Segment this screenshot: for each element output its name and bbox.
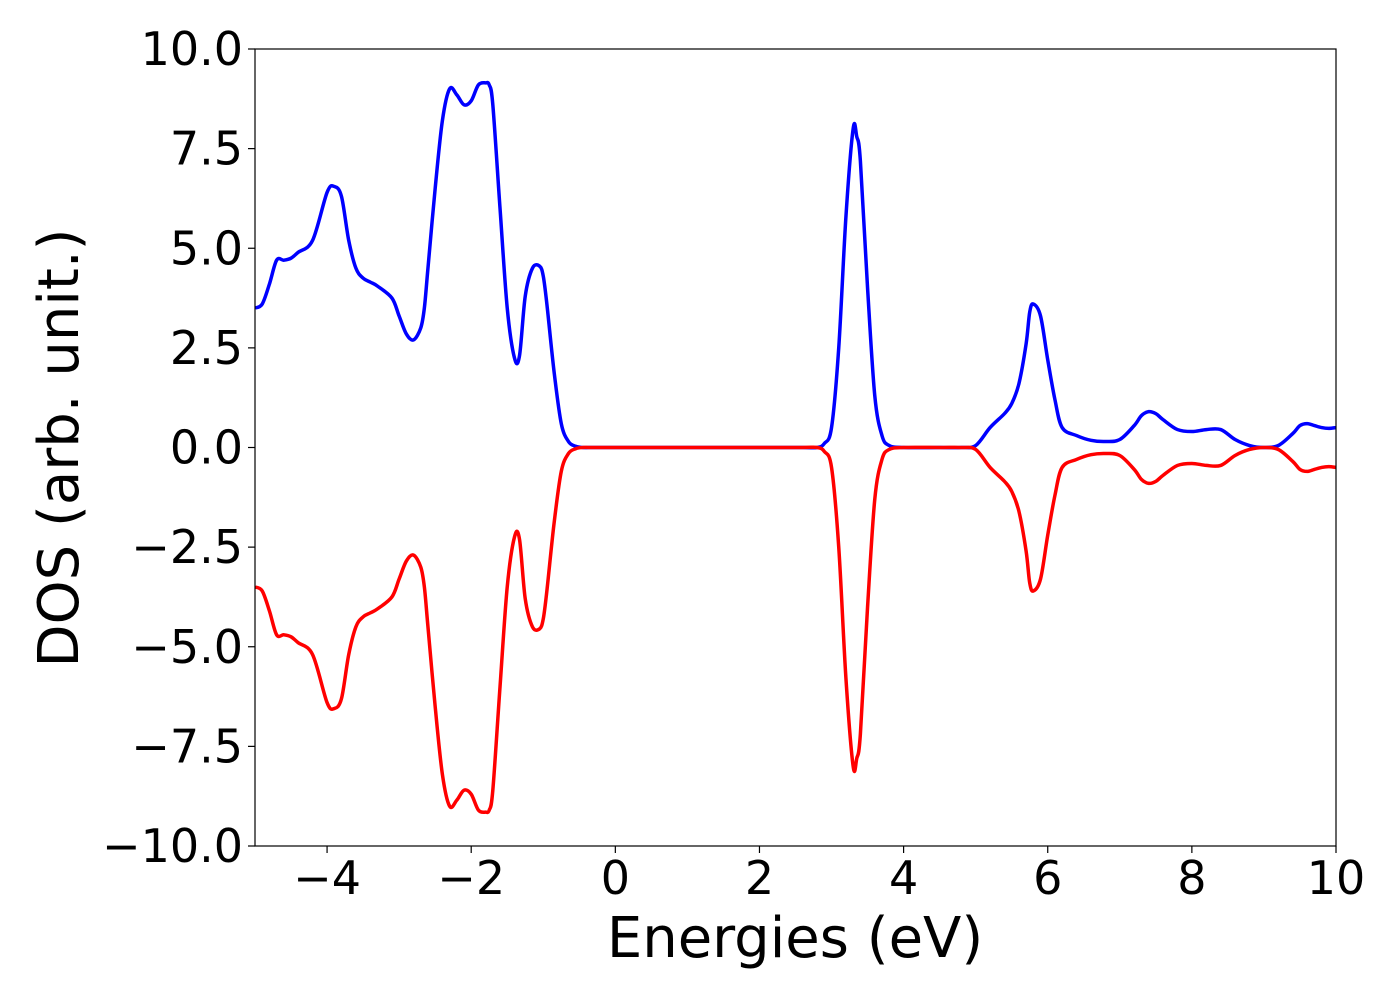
series-line-2: [255, 445, 1336, 815]
y-tick-label: 5.0: [170, 221, 243, 275]
x-tick-label: −2: [437, 851, 505, 905]
x-axis-title: Energies (eV): [607, 906, 983, 971]
y-tick-label: 2.5: [170, 321, 243, 375]
series-layer: [255, 80, 1336, 815]
x-tick-label: 8: [1177, 851, 1206, 905]
y-tick-label: −7.5: [131, 719, 243, 773]
x-tick-label: 6: [1033, 851, 1062, 905]
x-tick-label: −4: [293, 851, 361, 905]
y-tick-label: 0.0: [170, 421, 243, 475]
y-axis-title: DOS (arb. unit.): [27, 228, 92, 667]
x-tick-label: 4: [889, 851, 918, 905]
x-tick-label: 10: [1307, 851, 1366, 905]
x-axis: −4 −2 0 2 4 6 8 10: [293, 846, 1365, 905]
y-tick-label: 7.5: [170, 122, 243, 176]
y-tick-label: 10.0: [141, 22, 243, 76]
x-tick-label: 2: [745, 851, 774, 905]
y-tick-label: −10.0: [102, 819, 243, 873]
y-tick-label: −2.5: [131, 520, 243, 574]
y-tick-label: −5.0: [131, 620, 243, 674]
y-axis: −10.0 −7.5 −5.0 −2.5 0.0 2.5 5.0 7.5 10.0: [102, 22, 255, 873]
series-line-1: [255, 80, 1336, 450]
x-tick-label: 0: [601, 851, 630, 905]
